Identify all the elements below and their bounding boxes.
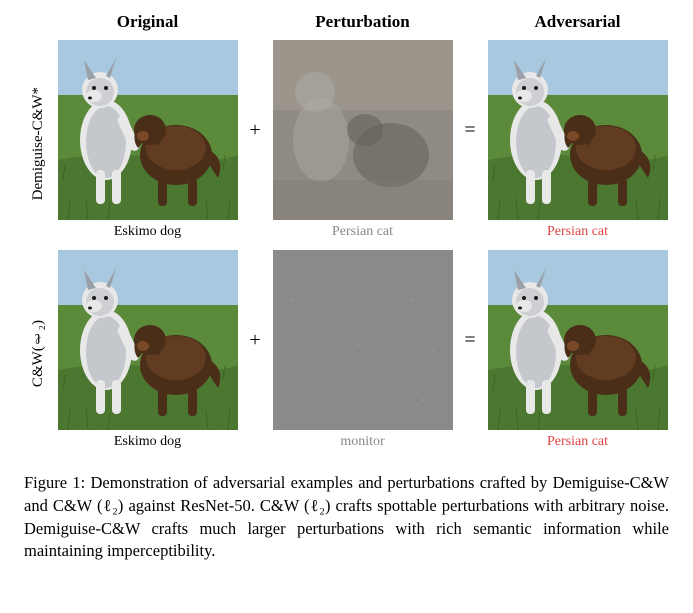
row-label-demiguise: Demiguise-C&W* <box>30 87 47 200</box>
image-adversarial-row1 <box>488 40 668 220</box>
caption-original-row1: Eskimo dog <box>114 222 181 248</box>
figure-caption: Figure 1: Demonstration of adversarial e… <box>24 472 669 563</box>
figure-grid: Original Perturbation Adversarial Demigu… <box>24 12 669 458</box>
caption-original-row2: Eskimo dog <box>114 432 181 458</box>
plus-operator-2: + <box>249 329 260 352</box>
image-original-row2 <box>58 250 238 430</box>
equals-operator: = <box>464 119 475 142</box>
caption-adv-row1: Persian cat <box>547 222 608 248</box>
row-label-cw: C&W(ℓ₂) <box>30 320 47 387</box>
image-original-row1 <box>58 40 238 220</box>
caption-perturb-row1: Persian cat <box>332 222 393 248</box>
col-header-adversarial: Adversarial <box>535 12 621 38</box>
image-adversarial-row2 <box>488 250 668 430</box>
caption-perturb-row2: monitor <box>340 432 384 458</box>
col-header-original: Original <box>117 12 178 38</box>
col-header-perturbation: Perturbation <box>315 12 409 38</box>
image-perturbation-row1 <box>273 40 453 220</box>
image-perturbation-row2 <box>273 250 453 430</box>
plus-operator: + <box>249 119 260 142</box>
equals-operator-2: = <box>464 329 475 352</box>
caption-adv-row2: Persian cat <box>547 432 608 458</box>
